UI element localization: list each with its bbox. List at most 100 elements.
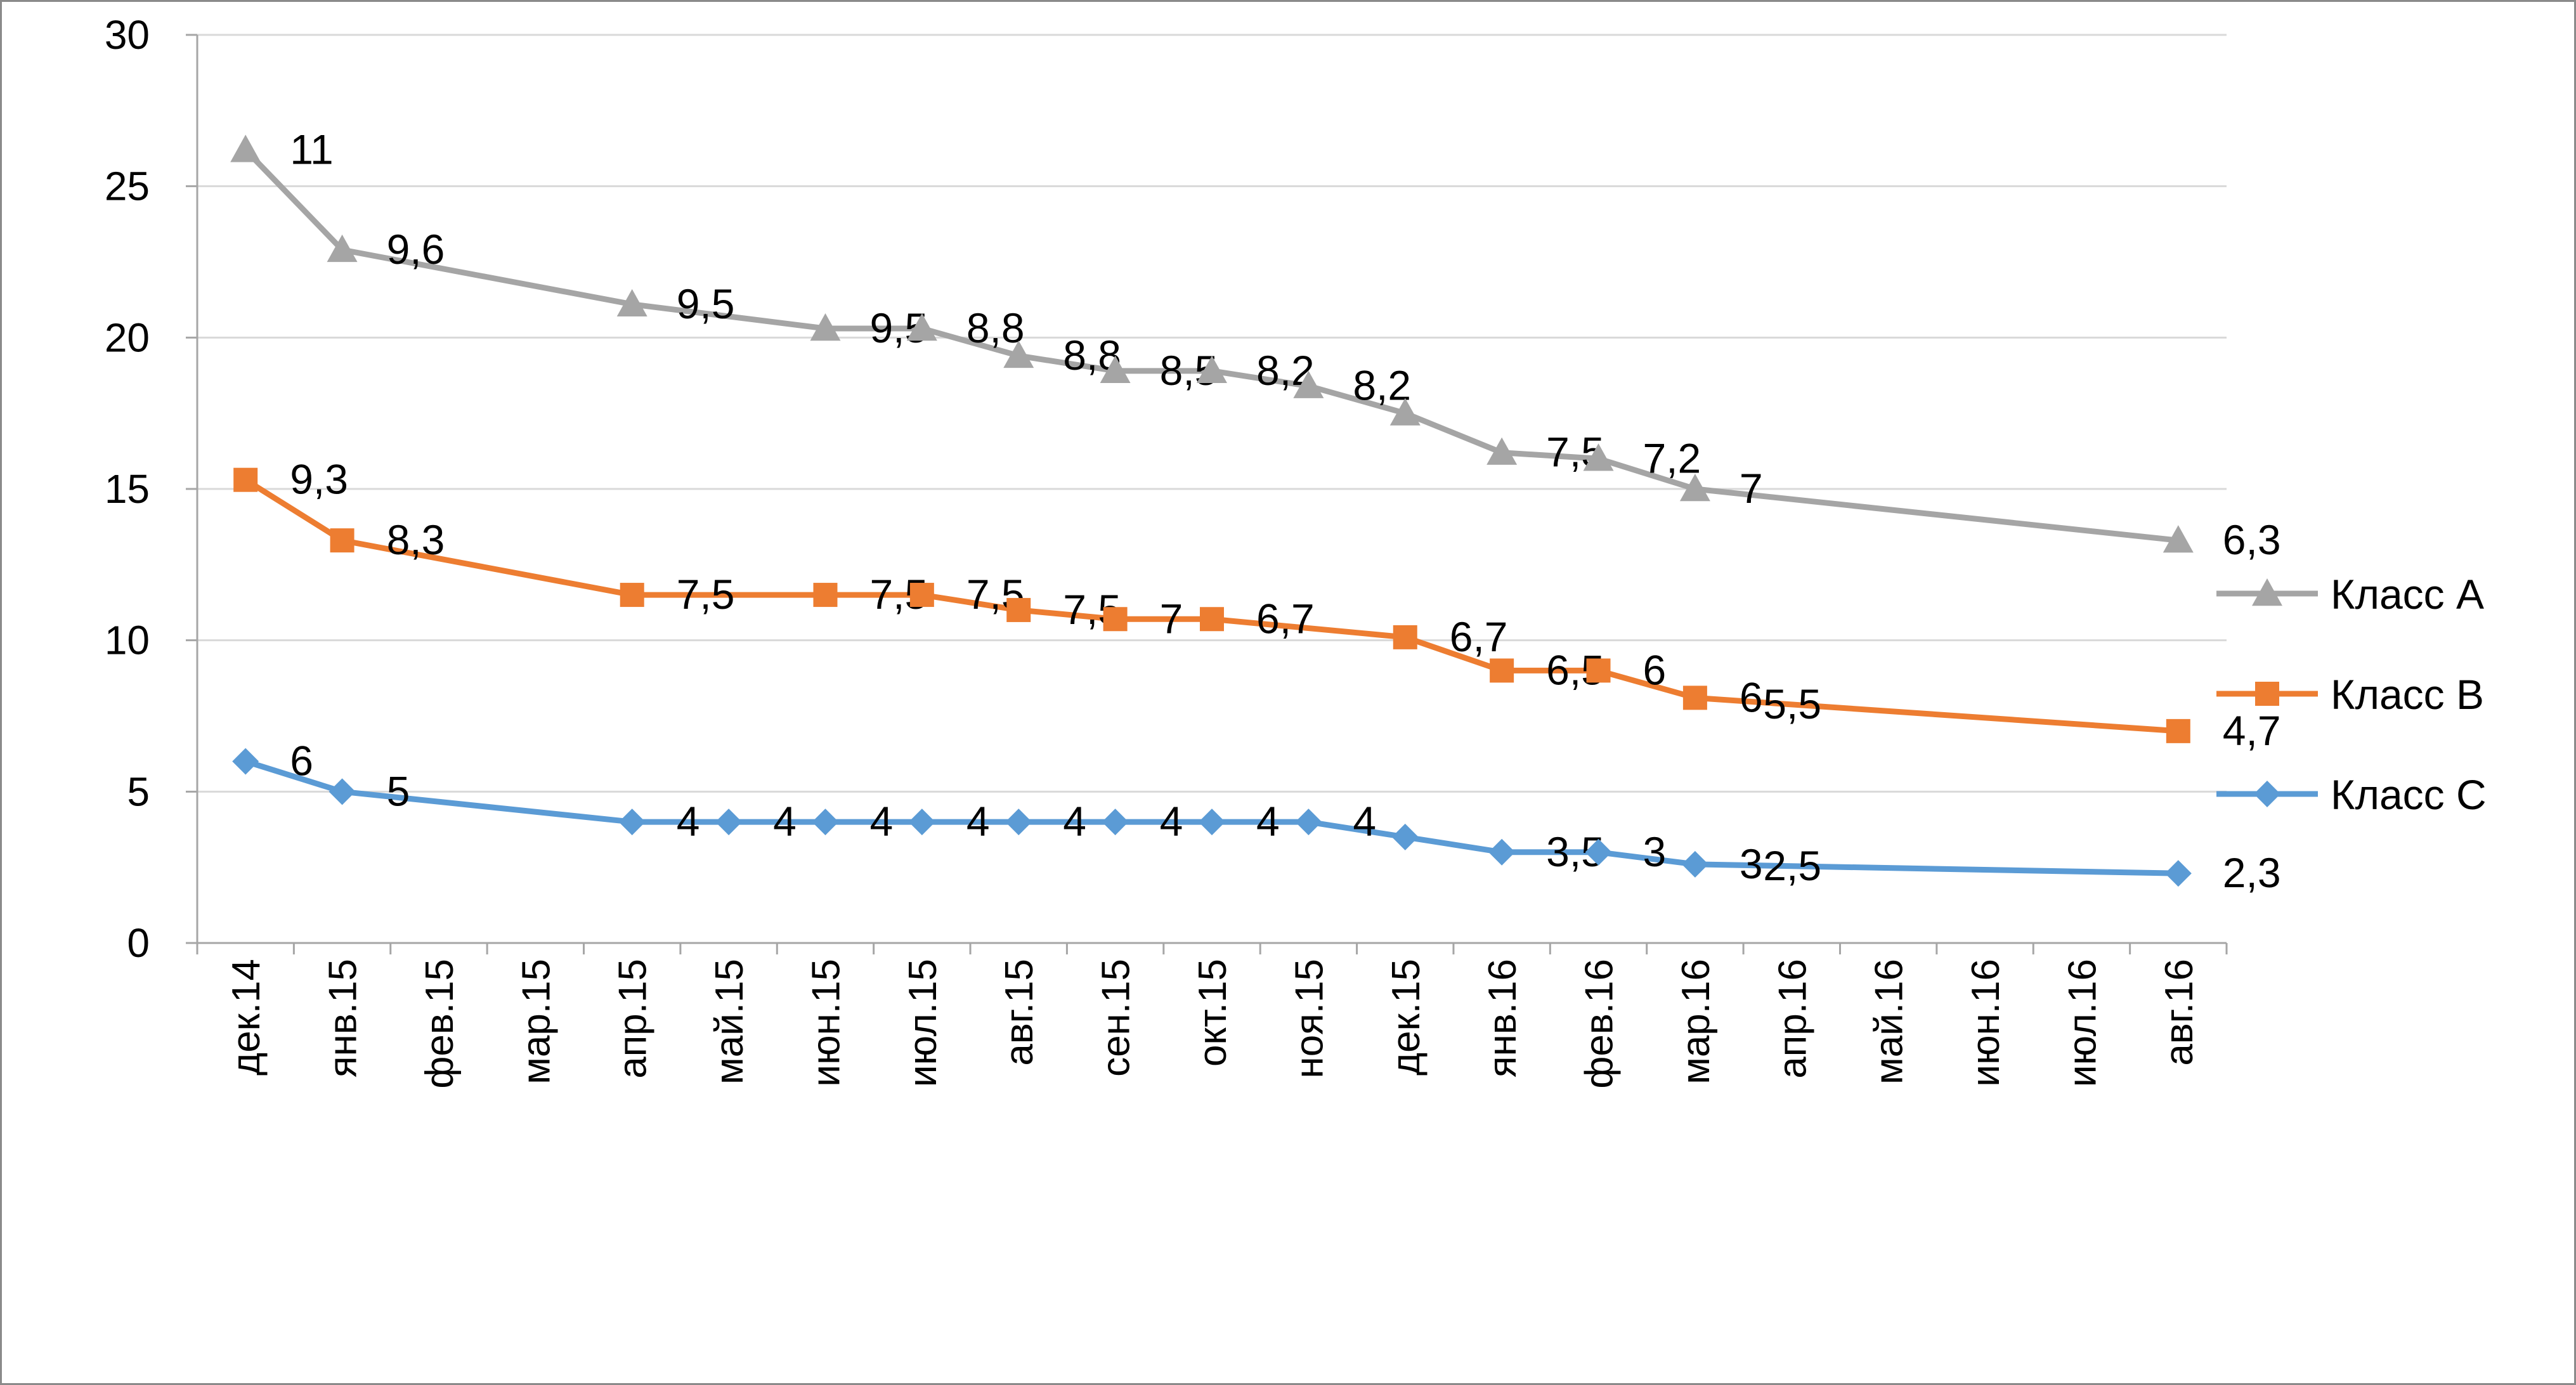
data-point (812, 809, 839, 836)
data-point (1682, 686, 1707, 710)
data-label: 3 (1643, 828, 1667, 875)
data-point (1005, 809, 1032, 836)
series-line (242, 477, 2182, 734)
legend-entry-1: Класс A (2216, 571, 2484, 618)
x-tick-label: май.15 (708, 959, 751, 1084)
y-tick-label: 10 (105, 618, 150, 663)
y-tick-label: 20 (105, 315, 150, 360)
data-label: 4 (1063, 798, 1086, 845)
y-tick-label: 30 (105, 12, 150, 58)
data-point (327, 234, 358, 263)
x-tick-label: авг.15 (998, 959, 1041, 1066)
data-point (616, 289, 647, 317)
data-label: 6,3 (2223, 516, 2281, 563)
data-point (1583, 443, 1614, 471)
data-label: 7 (1160, 595, 1183, 642)
data-label: 4 (1256, 798, 1280, 845)
y-tick-label: 25 (105, 164, 150, 209)
data-label: 9,5 (677, 280, 735, 327)
data-point (810, 313, 841, 341)
data-point (906, 313, 937, 341)
legend-label: Класс B (2331, 671, 2484, 718)
data-point (1197, 355, 1227, 384)
series-3: 654 4 4 4 4 4 4 43,5 3 3 2,32,5 (232, 738, 2281, 896)
data-label: 6 (1643, 646, 1667, 693)
data-label: 8,3 (387, 516, 445, 563)
x-tick-label: янв.16 (1481, 959, 1525, 1077)
data-point (1295, 809, 1322, 836)
x-tick-label: фев.15 (418, 959, 462, 1089)
data-point (1200, 607, 1224, 632)
x-tick-label: мар.15 (514, 959, 558, 1084)
legend-marker (2255, 682, 2279, 706)
data-label: 7 (1740, 465, 1763, 512)
data-point (232, 748, 259, 775)
data-label: 6,7 (1450, 613, 1508, 660)
data-label: 6 (1740, 673, 1763, 720)
data-point (233, 467, 258, 492)
data-label: 7,5 (677, 571, 735, 618)
data-point (1681, 850, 1708, 878)
data-point (2166, 719, 2190, 743)
data-label: 4 (1160, 798, 1183, 845)
legend-marker (2254, 781, 2280, 807)
data-label: 5 (387, 767, 410, 814)
x-tick-label: июл.16 (2060, 959, 2104, 1087)
data-label: 7 (1643, 434, 1667, 481)
data-point (1389, 398, 1421, 426)
data-point (1006, 597, 1031, 622)
data-point (715, 809, 743, 836)
data-point (618, 809, 646, 836)
data-point (329, 778, 356, 805)
x-tick-label: авг.16 (2157, 959, 2201, 1066)
data-point (1102, 809, 1129, 836)
x-tick-label: мар.16 (1674, 959, 1718, 1084)
series-line (242, 146, 2182, 543)
x-tick-label: апр.16 (1771, 959, 1814, 1079)
data-point (1488, 838, 1516, 866)
series-2: 9,38,37,5 7,5 7,5 7,5 7 6,7 6,76,5 664,75,5 (233, 456, 2281, 754)
data-point (230, 134, 261, 162)
data-point (2163, 525, 2194, 553)
data-label: 8,8 (966, 304, 1025, 351)
data-label: 9,6 (387, 226, 445, 273)
data-label: 4 (966, 798, 990, 845)
y-tick-label: 5 (127, 769, 150, 814)
data-point (813, 583, 838, 608)
data-point (1586, 658, 1611, 683)
x-tick-label: сен.15 (1095, 959, 1138, 1077)
data-point (620, 583, 644, 608)
data-label: 3 (1740, 840, 1763, 887)
x-tick-label: дек.14 (224, 959, 268, 1076)
data-label: 7 (1740, 465, 1763, 512)
data-label: 7,2 (1643, 434, 1701, 481)
data-label: 4 (1353, 798, 1376, 845)
y-tick-label: 0 (127, 920, 150, 966)
legend-entry-2: Класс B (2216, 671, 2484, 718)
data-point (1100, 355, 1131, 384)
data-point (1393, 625, 1417, 649)
data-label: 4,7 (2223, 707, 2281, 754)
data-point (1103, 607, 1128, 632)
data-label: 5,5 (1763, 680, 1821, 727)
data-label: 4 (773, 798, 797, 845)
data-point (1585, 838, 1612, 866)
x-tick-label: фев.16 (1578, 959, 1622, 1089)
legend-label: Класс A (2331, 571, 2484, 618)
x-tick-label: июн.16 (1964, 959, 2008, 1087)
y-tick-label: 15 (105, 466, 150, 512)
x-tick-label: июл.15 (901, 959, 945, 1087)
data-point (1199, 809, 1225, 836)
data-label: 6 (290, 738, 313, 784)
legend-marker (2252, 578, 2282, 606)
x-tick-label: май.16 (1868, 959, 1911, 1084)
data-label: 8,2 (1353, 362, 1411, 409)
data-point (330, 528, 355, 553)
data-label: 6,7 (1256, 595, 1315, 642)
legend-entry-3: Класс C (2216, 771, 2487, 818)
data-point (1490, 658, 1514, 683)
data-label: 2,5 (1763, 842, 1821, 889)
x-tick-label: ноя.15 (1287, 959, 1331, 1078)
x-tick-label: июн.15 (804, 959, 848, 1087)
